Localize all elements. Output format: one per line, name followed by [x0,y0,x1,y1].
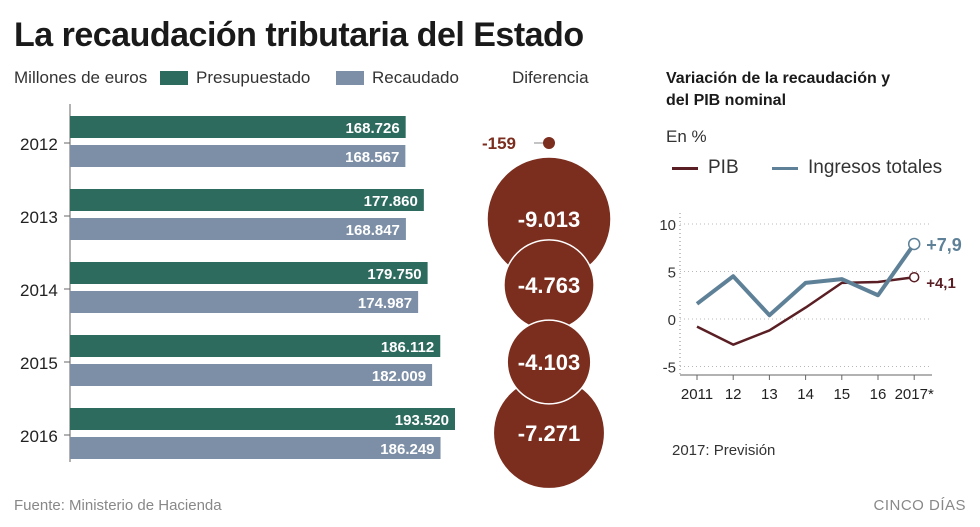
y-tick-label: 10 [659,217,676,234]
collected-swatch [336,71,364,85]
line-chart-title: Variación de la recaudación y del PIB no… [666,70,891,109]
x-tick-label: 12 [725,386,742,403]
difference-value-label: -4.103 [518,350,580,375]
year-label: 2013 [20,208,58,227]
x-tick-label: 2011 [681,386,713,403]
forecast-note: 2017: Previsión [672,442,776,459]
collected-bar [70,437,441,459]
legend-budgeted-label: Presupuestado [196,68,311,87]
ingresos-line [695,242,916,318]
year-label: 2015 [20,354,58,373]
budgeted-value-label: 193.520 [395,412,449,429]
y-tick-label: 0 [668,312,676,329]
year-label: 2012 [20,135,58,154]
brand-label: CINCO DÍAS [873,497,966,514]
collected-value-label: 186.249 [380,441,434,458]
budgeted-value-label: 179.750 [367,266,421,283]
legend-pib: PIB [672,157,739,179]
ingresos-end-marker [907,237,921,251]
pib-end-marker [908,271,920,283]
pib-swatch [672,166,698,170]
budgeted-value-label: 177.860 [364,193,418,210]
pib-end-label: +4,1 [926,275,956,292]
budgeted-bar [70,335,441,357]
collected-value-label: 174.987 [358,295,412,312]
legend-pib-label: PIB [708,157,739,178]
line-chart-unit: En % [666,127,707,146]
collected-value-label: 168.567 [345,149,399,166]
legend-ingresos-label: Ingresos totales [808,157,943,178]
collected-bar [70,364,433,386]
x-tick-label: 2017* [895,386,934,403]
collected-bar [70,218,406,240]
legend-ingresos: Ingresos totales [772,157,942,179]
difference-value-label: -159 [482,134,516,153]
budgeted-bar [70,262,428,284]
x-tick-label: 15 [833,386,850,403]
unit-label: Millones de euros [14,68,148,87]
budgeted-swatch [160,71,188,85]
year-label: 2016 [20,427,58,446]
difference-bubble [506,319,592,405]
y-tick-label: 5 [668,265,676,282]
budgeted-bar [70,408,455,430]
x-tick-label: 16 [870,386,887,403]
difference-value-label: -7.271 [518,421,580,446]
pib-line [696,275,915,346]
collected-bar [70,291,419,313]
x-tick-label: 14 [797,386,814,403]
ingresos-end-label: +7,9 [926,235,962,255]
budgeted-bar [70,116,406,138]
difference-value-label: -9.013 [518,207,580,232]
difference-header: Diferencia [512,68,589,87]
difference-bubble [543,137,555,149]
y-tick-label: -5 [663,360,676,377]
budgeted-value-label: 186.112 [381,339,434,356]
legend-collected: Recaudado [336,68,459,88]
legend-collected-label: Recaudado [372,68,459,87]
difference-value-label: -4.763 [518,273,580,298]
legend-budgeted: Presupuestado [160,68,310,88]
chart-title: La recaudación tributaria del Estado [14,16,584,54]
collected-bar [70,145,406,167]
year-label: 2014 [20,281,58,300]
collected-value-label: 168.847 [346,222,400,239]
collected-value-label: 182.009 [372,368,426,385]
x-tick-label: 13 [761,386,778,403]
budgeted-bar [70,189,424,211]
ingresos-swatch [772,166,798,170]
budgeted-value-label: 168.726 [345,120,399,137]
source-note: Fuente: Ministerio de Hacienda [14,497,222,514]
